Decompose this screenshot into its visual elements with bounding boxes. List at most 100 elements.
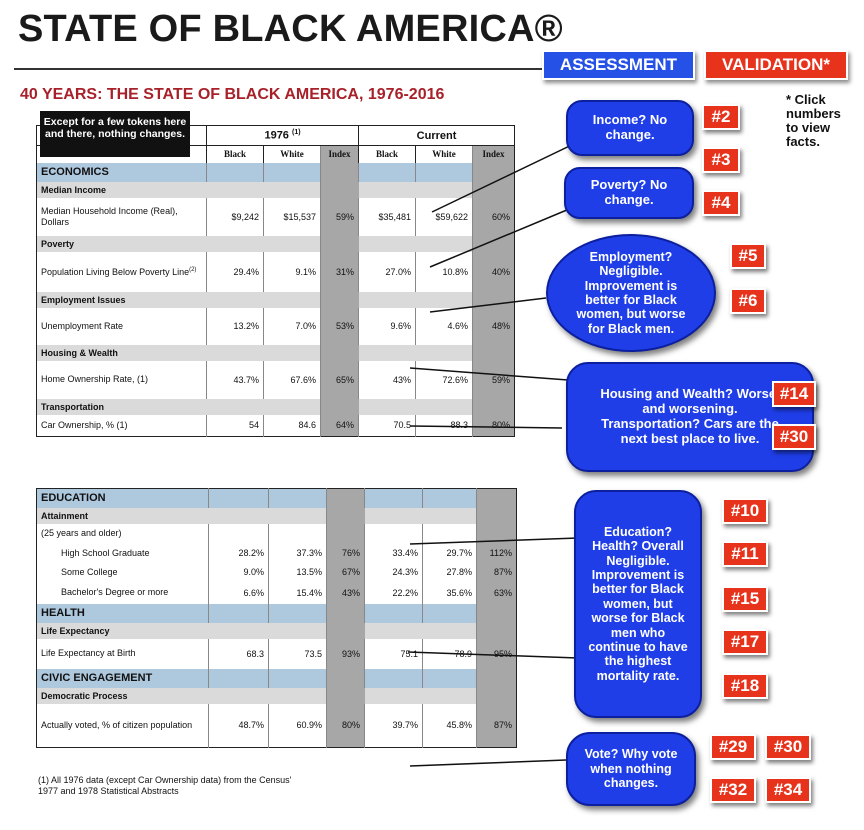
subsection-title: Poverty (36, 235, 207, 252)
value-cell: 29.4% (206, 251, 264, 292)
index-cell: 40% (472, 251, 515, 292)
validation-link-17[interactable]: #17 (722, 629, 768, 655)
value-cell: 70.5 (358, 414, 416, 437)
col-header-index: Index (472, 145, 515, 163)
row-label: High School Graduate (61, 547, 150, 558)
section-title-health: HEALTH (36, 603, 209, 623)
table-row: Car Ownership, % (1) 54 84.6 64% 70.5 88… (37, 414, 515, 437)
index-cell: 63% (476, 581, 517, 604)
value-cell: 22.2% (364, 581, 423, 604)
row-label: Median Household Income (Real), Dollars (41, 205, 178, 227)
value-cell: 7.0% (263, 307, 321, 345)
validation-link-30[interactable]: #30 (772, 424, 816, 450)
table-row: Population Living Below Poverty Line(2) … (37, 251, 515, 292)
table-row: Median Household Income (Real), Dollars … (37, 197, 515, 236)
click-instruction-note: * Click numbers to view facts. (786, 92, 841, 149)
validation-link-15[interactable]: #15 (722, 586, 768, 612)
row-label: Actually voted, % of citizen population (41, 719, 193, 730)
col-header-black: Black (358, 145, 416, 163)
table-row: Unemployment Rate 13.2% 7.0% 53% 9.6% 4.… (37, 307, 515, 345)
value-cell: 39.7% (364, 703, 423, 748)
row-note: (25 years and older) (41, 528, 122, 538)
value-cell: 33.4% (364, 543, 423, 563)
row-label: Home Ownership Rate, (1) (41, 374, 149, 384)
value-cell: 9.0% (208, 562, 269, 582)
value-cell: 72.6% (415, 360, 473, 399)
value-cell: 37.3% (268, 543, 327, 563)
index-cell: 112% (476, 543, 517, 563)
value-cell: 29.7% (422, 543, 477, 563)
row-label: Car Ownership, % (1) (41, 419, 128, 430)
row-label: Some College (61, 566, 118, 577)
index-cell: 60% (472, 197, 515, 236)
value-cell: $35,481 (358, 197, 416, 236)
value-cell: 67.6% (263, 360, 321, 399)
value-cell: 6.6% (208, 581, 269, 604)
col-header-white: White (415, 145, 473, 163)
validation-link-11[interactable]: #11 (722, 541, 768, 567)
value-cell: 48.7% (208, 703, 269, 748)
value-cell: 54 (206, 414, 264, 437)
subsection-title: Employment Issues (36, 291, 207, 308)
value-cell: $9,242 (206, 197, 264, 236)
value-cell: 15.4% (268, 581, 327, 604)
validation-link-6[interactable]: #6 (730, 288, 766, 314)
assessment-bubble-housing-transportation: Housing and Wealth? Worse, and worsening… (566, 362, 814, 472)
validation-link-4[interactable]: #4 (702, 190, 740, 216)
value-cell: 4.6% (415, 307, 473, 345)
table-row: Some College 9.0% 13.5% 67% 24.3% 27.8% … (37, 562, 517, 582)
validation-link-29[interactable]: #29 (710, 734, 756, 760)
assessment-bubble-education-health: Education? Health? Overall Negligible. I… (574, 490, 702, 718)
col-header-white: White (263, 145, 321, 163)
validation-link-5[interactable]: #5 (730, 243, 766, 269)
value-cell: 9.1% (263, 251, 321, 292)
index-cell: 87% (476, 703, 517, 748)
page-title: STATE OF BLACK AMERICA® (18, 8, 563, 50)
assessment-button[interactable]: ASSESSMENT (542, 50, 695, 80)
group-1976-header: 1976 (1) (205, 125, 359, 146)
row-label: Population Living Below Poverty Line(2) (41, 267, 197, 277)
index-cell: 48% (472, 307, 515, 345)
row-label: Unemployment Rate (41, 320, 124, 331)
assessment-bubble-employment: Employment? Negligible. Improvement is b… (546, 234, 716, 352)
value-cell: 73.5 (268, 638, 327, 669)
title-divider (14, 68, 542, 70)
value-cell: 60.9% (268, 703, 327, 748)
economics-table: 1976 (1) Current Black White Index Black… (36, 125, 516, 437)
index-cell: 43% (326, 581, 365, 604)
validation-link-10[interactable]: #10 (722, 498, 768, 524)
value-cell: 27.0% (358, 251, 416, 292)
validation-link-30[interactable]: #30 (765, 734, 811, 760)
value-cell: 43.7% (206, 360, 264, 399)
validation-link-14[interactable]: #14 (772, 381, 816, 407)
index-cell: 80% (326, 703, 365, 748)
value-cell: 27.8% (422, 562, 477, 582)
table-row: Actually voted, % of citizen population … (37, 703, 517, 748)
value-cell: 78.9 (422, 638, 477, 669)
index-cell: 31% (319, 251, 359, 292)
value-cell: 13.2% (206, 307, 264, 345)
value-cell: 45.8% (422, 703, 477, 748)
validation-link-3[interactable]: #3 (702, 147, 740, 173)
value-cell: 28.2% (208, 543, 269, 563)
value-cell: 43% (358, 360, 416, 399)
education-health-civic-table: EDUCATION Attainment (25 years and older… (36, 488, 517, 748)
validation-link-34[interactable]: #34 (765, 777, 811, 803)
table-row: Life Expectancy at Birth 68.3 73.5 93% 7… (37, 638, 517, 669)
value-cell: 10.8% (415, 251, 473, 292)
validation-link-32[interactable]: #32 (710, 777, 756, 803)
row-label: Life Expectancy at Birth (41, 648, 136, 658)
caption-box: Except for a few tokens here and there, … (40, 111, 190, 157)
validation-link-18[interactable]: #18 (722, 673, 768, 699)
validation-button[interactable]: VALIDATION* (704, 50, 848, 80)
validation-link-2[interactable]: #2 (702, 104, 740, 130)
value-cell: 75.1 (364, 638, 423, 669)
table-row: Home Ownership Rate, (1) 43.7% 67.6% 65%… (37, 360, 515, 399)
subsection-title: Housing & Wealth (36, 344, 207, 361)
table-row: High School Graduate 28.2% 37.3% 76% 33.… (37, 543, 517, 563)
subsection-title: Median Income (36, 181, 207, 198)
subsection-title: Transportation (36, 398, 207, 415)
index-cell: 87% (476, 562, 517, 582)
table-row: Bachelor's Degree or more 6.6% 15.4% 43%… (37, 581, 517, 604)
value-cell: 68.3 (208, 638, 269, 669)
